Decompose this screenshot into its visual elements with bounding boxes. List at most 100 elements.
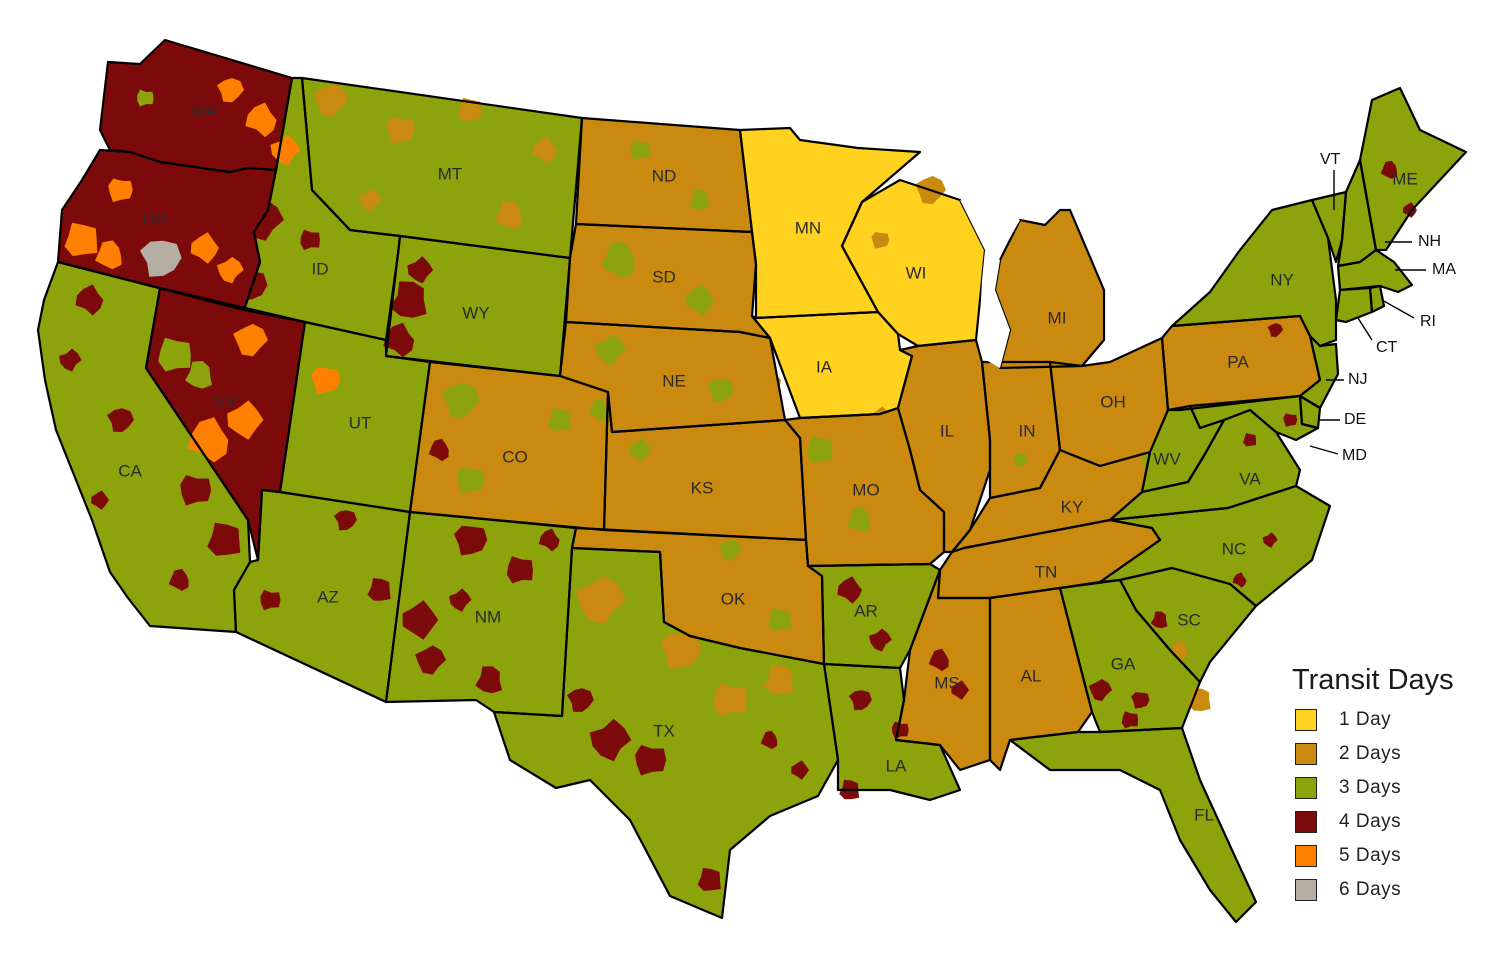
state-label-sc: SC <box>1177 610 1201 629</box>
transit-zone-patch <box>1380 160 1398 179</box>
state-border-ct <box>1334 286 1374 324</box>
state-ky <box>952 450 1150 552</box>
state-border-vt <box>1310 190 1348 264</box>
transit-zone-patch <box>137 89 154 107</box>
transit-zone-patch <box>1402 202 1417 218</box>
state-ok <box>572 528 824 664</box>
transit-zone-patch <box>697 867 721 891</box>
state-vt <box>1312 192 1346 262</box>
state-label-me: ME <box>1392 169 1418 188</box>
legend-label: 1 Day <box>1339 709 1392 730</box>
transit-zone-patch <box>168 568 189 591</box>
transit-zone-patch <box>1187 688 1211 711</box>
transit-zone-patch <box>635 745 667 776</box>
state-label-ct: CT <box>1376 339 1398 356</box>
state-oh <box>1050 338 1168 466</box>
state-in <box>982 362 1060 498</box>
transit-zone-patch <box>108 178 133 203</box>
transit-zone-patch <box>588 398 610 422</box>
transit-zone-patch <box>64 222 98 256</box>
transit-zone-patch <box>58 348 82 372</box>
state-label-ne: NE <box>662 371 686 390</box>
state-ks <box>604 392 806 540</box>
legend-swatch-2-days <box>1295 743 1317 765</box>
transit-zone-patch <box>891 721 909 739</box>
legend-title: Transit Days <box>1292 664 1454 696</box>
state-label-ky: KY <box>1061 497 1084 516</box>
transit-zone-patch <box>187 417 229 463</box>
state-il <box>898 340 990 552</box>
transit-zone-patch <box>660 633 702 669</box>
transit-zone-patch <box>848 690 872 711</box>
state-label-nh: NH <box>1418 233 1441 250</box>
transit-zone-patch <box>791 760 809 780</box>
state-label-ca: CA <box>118 461 142 480</box>
state-label-la: LA <box>886 756 907 775</box>
state-border-me <box>1358 86 1468 252</box>
transit-zone-patch <box>1088 679 1112 702</box>
legend-item-3-days: 3 Days <box>1292 771 1497 805</box>
transit-zone-patch <box>158 337 191 372</box>
state-label-fl: FL <box>1194 805 1214 824</box>
state-az <box>234 490 410 702</box>
legend-label: 3 Days <box>1339 777 1402 798</box>
state-label-wa: WA <box>191 101 218 120</box>
state-label-mi: MI <box>1048 308 1067 327</box>
state-label-ms: MS <box>934 673 960 692</box>
state-label-id: ID <box>312 259 329 278</box>
legend-label: 6 Days <box>1339 879 1402 900</box>
transit-zone-patch <box>75 284 104 316</box>
state-ct <box>1336 288 1372 322</box>
transit-zone-patch <box>846 507 871 533</box>
transit-zone-patch <box>216 256 244 284</box>
transit-zone-patch <box>757 366 781 394</box>
transit-zone-patch <box>745 704 774 736</box>
transit-zone-patch <box>333 510 357 531</box>
transit-zone-patch <box>589 718 632 762</box>
state-label-mo: MO <box>852 480 879 499</box>
transit-zone-patch <box>567 688 594 712</box>
transit-zone-patch <box>763 664 794 695</box>
transit-zone-patch <box>185 361 212 389</box>
state-label-nv: NV <box>213 391 237 410</box>
transit-zone-patch <box>689 189 710 210</box>
state-label-ok: OK <box>721 589 746 608</box>
state-border-ny <box>1170 198 1338 348</box>
transit-zone-patch <box>358 188 382 212</box>
state-de <box>1300 396 1320 428</box>
state-ia <box>752 312 912 418</box>
transit-zone-patch <box>300 229 320 251</box>
state-label-mt: MT <box>438 164 463 183</box>
state-wa <box>100 40 292 172</box>
state-label-tx: TX <box>653 721 675 740</box>
state-label-ar: AR <box>854 601 878 620</box>
state-label-md: MD <box>1342 447 1367 464</box>
transit-zone-patch <box>547 407 571 432</box>
transit-zone-patch <box>245 102 277 138</box>
state-ca <box>38 262 250 632</box>
state-ma <box>1338 250 1412 292</box>
transit-zone-patch <box>233 271 268 301</box>
legend-swatch-1-day <box>1295 709 1317 731</box>
transit-zone-patch <box>1243 433 1257 447</box>
state-label-ny: NY <box>1270 270 1294 289</box>
state-label-al: AL <box>1021 666 1042 685</box>
leader-line-ct <box>1357 317 1373 341</box>
transit-zone-patch <box>714 682 747 717</box>
legend-item-5-days: 5 Days <box>1292 839 1497 873</box>
state-label-az: AZ <box>317 587 339 606</box>
state-label-vt: VT <box>1320 151 1341 168</box>
transit-zone-patch <box>1142 451 1159 469</box>
state-border-fl <box>1008 726 1258 924</box>
legend-swatch-3-days <box>1295 777 1317 799</box>
transit-zone-patch <box>538 528 560 552</box>
legend-swatch-5-days <box>1295 845 1317 867</box>
legend-item-4-days: 4 Days <box>1292 805 1497 839</box>
transit-zone-patch <box>139 240 182 277</box>
transit-zone-patch <box>49 289 70 310</box>
state-border-ar <box>806 562 942 670</box>
transit-zone-patch <box>475 666 502 694</box>
lake-michigan <box>980 250 1010 368</box>
transit-zone-patch <box>718 539 742 561</box>
state-label-nj: NJ <box>1348 371 1368 388</box>
